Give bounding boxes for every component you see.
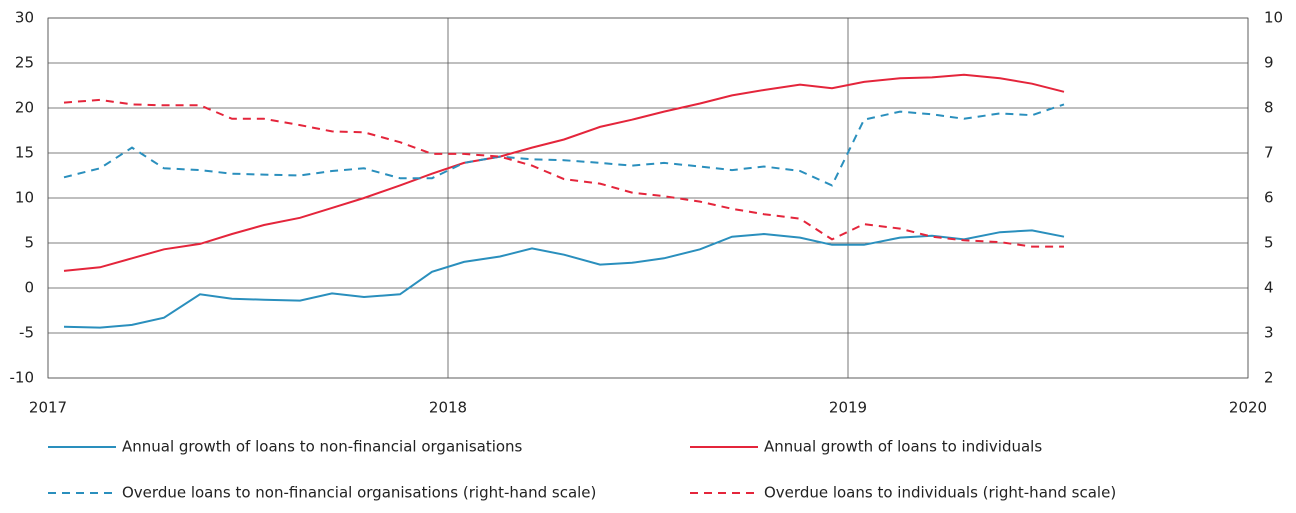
y-tick-label: 5	[24, 234, 34, 252]
legend-label: Overdue loans to individuals (right-hand…	[764, 484, 1116, 502]
y2-tick-label: 4	[1264, 279, 1274, 297]
y-tick-label: -5	[19, 324, 34, 342]
series-line	[63, 98, 1064, 248]
y2-tick-label: 7	[1264, 144, 1274, 162]
y-tick-label: 20	[15, 99, 34, 117]
y2-tick-label: 8	[1264, 99, 1274, 117]
y2-tick-label: 10	[1264, 9, 1283, 27]
series-line	[63, 229, 1065, 329]
y-tick-label: 30	[15, 9, 34, 27]
series-line	[63, 73, 1065, 272]
y-tick-label: -10	[10, 369, 35, 387]
series-line	[63, 103, 1065, 187]
legend-label: Overdue loans to non-financial organisat…	[122, 484, 596, 502]
y2-tick-label: 6	[1264, 189, 1274, 207]
legend-label: Annual growth of loans to individuals	[764, 438, 1042, 456]
y-tick-label: 10	[15, 189, 34, 207]
x-tick-label: 2020	[1229, 399, 1267, 417]
x-tick-label: 2018	[429, 399, 467, 417]
y2-tick-label: 2	[1264, 369, 1274, 387]
y-tick-label: 25	[15, 54, 34, 72]
y-tick-label: 15	[15, 144, 34, 162]
y-tick-label: 0	[24, 279, 34, 297]
x-tick-label: 2017	[29, 399, 67, 417]
legend-label: Annual growth of loans to non-financial …	[122, 438, 523, 456]
y2-tick-label: 9	[1264, 54, 1274, 72]
y2-tick-label: 3	[1264, 324, 1274, 342]
x-tick-label: 2019	[829, 399, 867, 417]
y2-tick-label: 5	[1264, 234, 1274, 252]
plot-frame	[47, 17, 1249, 379]
